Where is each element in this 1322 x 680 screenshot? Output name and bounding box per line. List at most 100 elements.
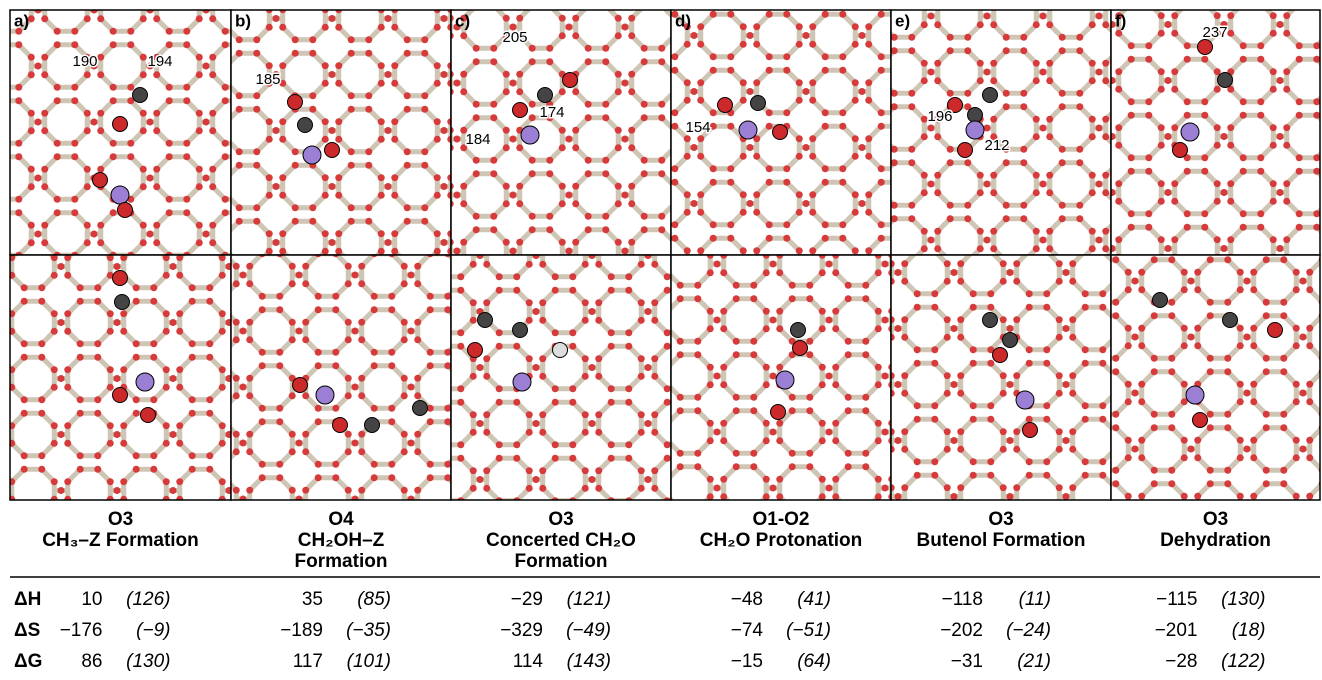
framework-oxygen xyxy=(1171,68,1178,75)
framework-oxygen xyxy=(677,519,684,526)
framework-oxygen xyxy=(385,183,392,190)
framework-oxygen xyxy=(1026,346,1033,353)
framework-oxygen xyxy=(345,375,352,382)
framework-oxygen xyxy=(572,15,579,22)
framework-oxygen xyxy=(259,517,266,524)
framework-ring xyxy=(925,0,967,1)
framework-oxygen xyxy=(585,2,592,9)
framework-oxygen xyxy=(266,62,273,69)
framework-oxygen xyxy=(845,463,852,470)
framework-oxygen xyxy=(990,172,997,179)
framework-oxygen xyxy=(845,450,852,457)
framework-oxygen xyxy=(638,467,645,474)
framework-oxygen xyxy=(150,340,157,347)
framework-oxygen xyxy=(513,273,520,280)
framework-oxygen xyxy=(51,366,58,373)
framework-oxygen xyxy=(1184,112,1191,119)
framework-oxygen xyxy=(233,319,240,326)
framework-oxygen xyxy=(733,282,740,289)
framework-oxygen xyxy=(710,235,717,242)
framework-oxygen xyxy=(710,67,717,74)
framework-oxygen xyxy=(1007,269,1014,276)
framework-oxygen xyxy=(944,428,951,435)
framework-oxygen xyxy=(427,306,434,313)
framework-oxygen xyxy=(677,282,684,289)
framework-oxygen xyxy=(414,319,421,326)
framework-oxygen xyxy=(196,127,203,134)
framework-oxygen xyxy=(176,422,183,429)
framework-oxygen xyxy=(1158,180,1165,187)
framework-oxygen xyxy=(1026,458,1033,465)
framework-oxygen xyxy=(615,239,622,246)
framework-oxygen xyxy=(371,293,378,300)
framework-oxygen xyxy=(127,140,134,147)
framework-oxygen xyxy=(664,441,671,448)
framework-oxygen xyxy=(391,118,398,125)
distance-label: 185 xyxy=(255,71,280,88)
framework-oxygen xyxy=(470,317,477,324)
framework-oxygen xyxy=(1270,198,1277,205)
framework-oxygen xyxy=(839,221,846,228)
framework-oxygen xyxy=(990,189,997,196)
framework-oxygen xyxy=(944,484,951,491)
framework-oxygen xyxy=(292,218,299,225)
framework-oxygen xyxy=(388,461,395,468)
framework-oxygen xyxy=(296,272,303,279)
framework-oxygen xyxy=(582,485,589,492)
framework-oxygen xyxy=(21,410,28,417)
framework-oxygen xyxy=(789,394,796,401)
framework-oxygen xyxy=(190,504,197,511)
atom xyxy=(113,271,128,286)
framework-oxygen xyxy=(852,41,859,48)
framework-oxygen xyxy=(110,97,117,104)
framework-oxygen xyxy=(934,21,941,28)
framework-oxygen xyxy=(233,560,240,567)
framework-oxygen xyxy=(862,463,869,470)
framework-oxygen xyxy=(895,549,902,556)
framework-oxygen xyxy=(1099,360,1106,367)
framework-oxygen xyxy=(1201,0,1208,7)
framework-oxygen xyxy=(391,192,398,199)
framework-oxygen xyxy=(54,196,61,203)
framework-oxygen xyxy=(503,88,510,95)
framework-oxygen xyxy=(747,200,754,207)
framework-oxygen xyxy=(1020,90,1027,97)
framework-oxygen xyxy=(391,230,398,237)
framework-oxygen xyxy=(819,381,826,388)
framework-oxygen xyxy=(671,109,678,116)
framework-oxygen xyxy=(984,69,991,76)
framework-oxygen xyxy=(513,441,520,448)
framework-oxygen xyxy=(222,153,229,160)
framework-oxygen xyxy=(292,36,299,43)
framework-oxygen xyxy=(1043,402,1050,409)
framework-oxygen xyxy=(266,136,273,143)
panels: a)190194b)185c)205174184d)154e)196212f)2… xyxy=(0,0,1322,580)
framework-oxygen xyxy=(947,146,954,153)
framework-oxygen xyxy=(1089,21,1096,28)
framework-oxygen xyxy=(94,564,101,571)
framework-oxygen xyxy=(826,485,833,492)
framework-oxygen xyxy=(589,308,596,315)
framework-oxygen xyxy=(209,110,216,117)
framework-oxygen xyxy=(921,133,928,140)
framework-oxygen xyxy=(253,204,260,211)
framework-oxygen xyxy=(750,394,757,401)
framework-oxygen xyxy=(809,135,816,142)
framework-oxygen xyxy=(127,41,134,48)
framework-oxygen xyxy=(496,455,503,462)
framework-oxygen xyxy=(503,200,510,207)
framework-oxygen xyxy=(664,329,671,336)
framework-oxygen xyxy=(822,53,829,60)
framework-oxygen xyxy=(1184,42,1191,49)
framework-oxygen xyxy=(503,144,510,151)
framework-oxygen xyxy=(440,553,447,560)
framework-oxygen xyxy=(681,511,688,518)
framework-oxygen xyxy=(1102,172,1109,179)
framework-oxygen xyxy=(388,418,395,425)
framework-oxygen xyxy=(1069,502,1076,509)
framework-oxygen xyxy=(35,63,42,70)
framework-oxygen xyxy=(740,191,747,198)
framework-oxygen xyxy=(1003,215,1010,222)
framework-oxygen xyxy=(1257,42,1264,49)
framework-oxygen xyxy=(727,221,734,228)
